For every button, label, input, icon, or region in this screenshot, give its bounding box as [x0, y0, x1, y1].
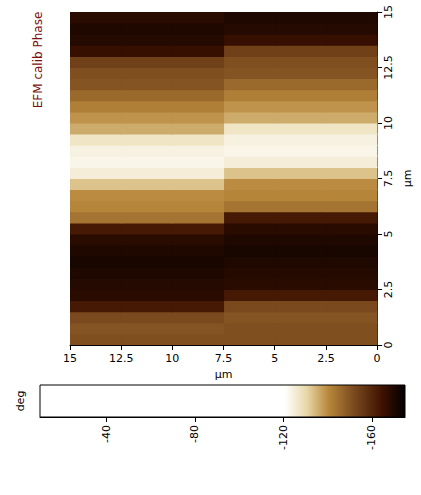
svg-text:-120: -120 — [277, 425, 290, 450]
svg-text:15: 15 — [382, 5, 395, 19]
svg-text:12.5: 12.5 — [109, 352, 134, 365]
svg-text:2.5: 2.5 — [317, 352, 335, 365]
svg-text:µm: µm — [401, 170, 414, 188]
svg-text:12.5: 12.5 — [382, 55, 395, 80]
svg-text:0: 0 — [382, 342, 395, 349]
svg-text:7.5: 7.5 — [382, 170, 395, 188]
svg-text:15: 15 — [63, 352, 77, 365]
svg-text:EFM calib Phase: EFM calib Phase — [31, 12, 45, 109]
svg-text:-40: -40 — [100, 425, 113, 443]
svg-text:2.5: 2.5 — [382, 281, 395, 299]
svg-text:5: 5 — [382, 231, 395, 238]
svg-text:5: 5 — [271, 352, 278, 365]
svg-text:-160: -160 — [365, 425, 378, 450]
svg-text:10: 10 — [382, 116, 395, 130]
svg-text:µm: µm — [215, 368, 233, 381]
svg-text:deg: deg — [14, 391, 27, 412]
svg-text:10: 10 — [165, 352, 179, 365]
svg-text:-80: -80 — [188, 425, 201, 443]
svg-text:0: 0 — [374, 352, 381, 365]
svg-text:7.5: 7.5 — [215, 352, 233, 365]
